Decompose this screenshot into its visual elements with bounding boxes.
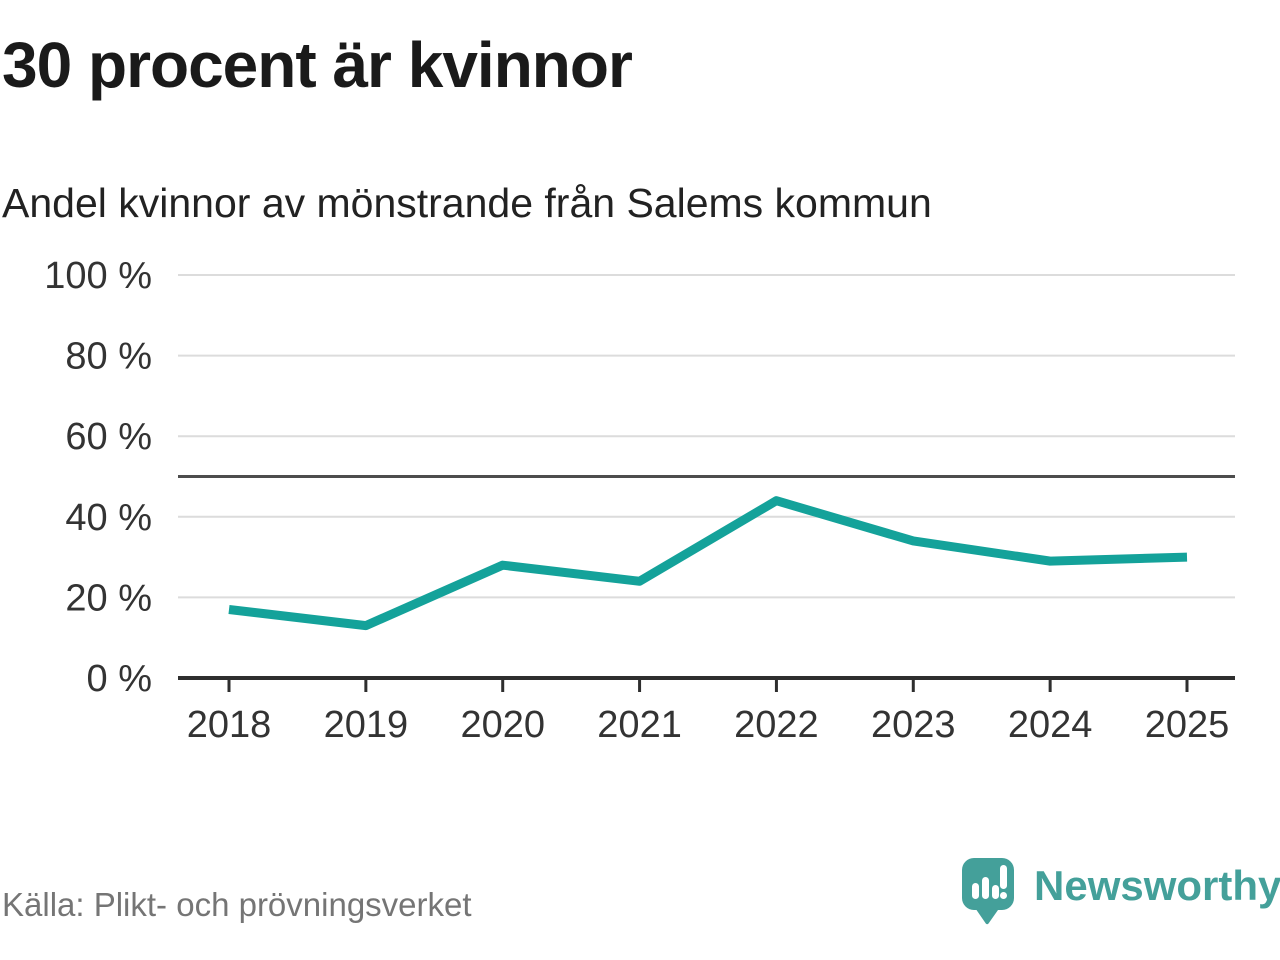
chart-title: 30 procent är kvinnor — [2, 29, 633, 101]
x-tick-label: 2024 — [1008, 704, 1093, 746]
x-tick-label: 2019 — [324, 704, 409, 746]
newsworthy-logo-icon — [962, 858, 1014, 925]
x-tick-label: 2022 — [734, 704, 819, 746]
newsworthy-logo: Newsworthy — [962, 858, 1280, 926]
y-tick-label: 60 % — [65, 416, 152, 458]
y-tick-label: 20 % — [65, 577, 152, 619]
x-tick-label: 2020 — [460, 704, 545, 746]
source-attribution: Källa: Plikt- och prövningsverket — [2, 886, 472, 923]
y-tick-label: 80 % — [65, 336, 152, 378]
x-tick-label: 2021 — [597, 704, 682, 746]
data-line-series — [228, 496, 1188, 631]
chart-subtitle: Andel kvinnor av mönstrande från Salems … — [2, 180, 932, 226]
x-tick-label: 2018 — [187, 704, 272, 746]
y-tick-label: 0 % — [87, 658, 152, 700]
newsworthy-logo-text: Newsworthy — [1034, 862, 1280, 909]
y-tick-label: 40 % — [65, 497, 152, 539]
x-tick-label: 2023 — [871, 704, 956, 746]
x-tick-label: 2025 — [1145, 704, 1230, 746]
y-tick-label: 100 % — [44, 255, 152, 297]
speech-bubble-chart-icon — [962, 858, 1014, 925]
